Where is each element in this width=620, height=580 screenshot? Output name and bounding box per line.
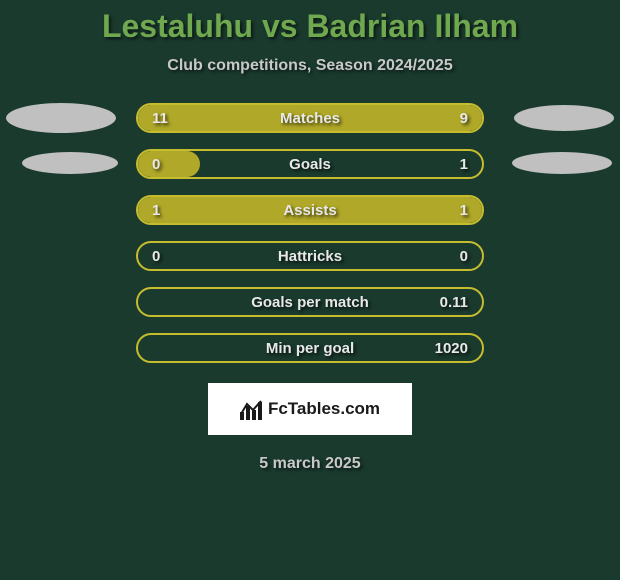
player-left-avatar-2	[22, 152, 118, 174]
gpm-label: Goals per match	[138, 294, 482, 311]
hattricks-val-left: 0	[152, 248, 160, 265]
row-min-per-goal: 1020 Min per goal	[136, 333, 484, 363]
player-right-avatar-1	[514, 105, 614, 131]
hattricks-val-right: 0	[460, 248, 468, 265]
player-left-avatar-1	[6, 103, 116, 133]
player-right-avatar-2	[512, 152, 612, 174]
assists-fill-left	[138, 197, 310, 223]
assists-fill-right	[310, 197, 482, 223]
date-text: 5 march 2025	[259, 455, 360, 473]
matches-fill-right	[327, 105, 482, 131]
row-goals-per-match: 0.11 Goals per match	[136, 287, 484, 317]
mpg-label: Min per goal	[138, 340, 482, 357]
page-title: Lestaluhu vs Badrian Ilham	[102, 8, 518, 45]
fctables-logo: FcTables.com	[208, 383, 412, 435]
subtitle: Club competitions, Season 2024/2025	[167, 57, 452, 75]
goals-val-right: 1	[460, 156, 468, 173]
goals-fill-left	[138, 151, 200, 177]
gpm-val-right: 0.11	[440, 294, 468, 311]
hattricks-label: Hattricks	[138, 248, 482, 265]
comparison-rows: 11 9 Matches 0 1 Goals 1 1 Assists 0 0 H…	[0, 103, 620, 379]
chart-icon	[240, 398, 262, 420]
matches-fill-left	[138, 105, 327, 131]
mpg-val-right: 1020	[435, 340, 468, 357]
logo-text: FcTables.com	[268, 399, 380, 419]
row-goals: 0 1 Goals	[136, 149, 484, 179]
row-hattricks: 0 0 Hattricks	[136, 241, 484, 271]
row-matches: 11 9 Matches	[136, 103, 484, 133]
row-assists: 1 1 Assists	[136, 195, 484, 225]
